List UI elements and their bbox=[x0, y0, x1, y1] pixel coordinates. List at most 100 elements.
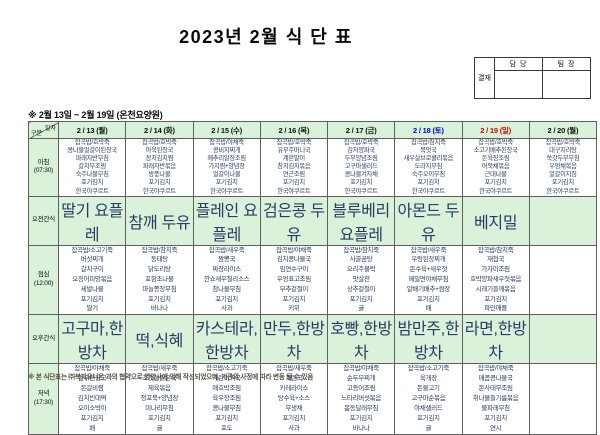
row-lunch: 점심 (12:00) 잡곡밥/소고기죽 버섯찌개 갈치구이 오징어피망볶음 세발나물 포기김치… bbox=[28, 244, 598, 316]
menu-cell-breakfast: 잡곡밥/호박죽 대구지리탕 쑥갓두부무침 우엉채볶음 얼갈이지짐 포기김치 한국야쿠르트 bbox=[528, 138, 598, 197]
menu-item: 배 bbox=[89, 424, 95, 432]
menu-item: 우엉채볶음 bbox=[549, 163, 577, 171]
menu-item: 포기김치 bbox=[417, 295, 440, 303]
menu-item: 포기김치 bbox=[484, 295, 507, 303]
column-header-date-1: 2 / 13 (월) bbox=[57, 121, 127, 139]
menu-cell-breakfast: 잡곡밥/호박죽 소고기배추된장국 돈육장조림 어묵채볶음 근대나물 포기김치 한국야쿠르트 bbox=[461, 138, 530, 197]
row-label-morning-snack: 오전간식 bbox=[28, 195, 59, 246]
meal-plan-page: { "title": "2023년 2월 식 단 표", "subtitle":… bbox=[28, 27, 598, 435]
menu-item: 돈갈비찜 bbox=[80, 385, 104, 393]
row-label-text: 오후간식 bbox=[31, 334, 56, 342]
row-label-breakfast: 아침 (07:30) bbox=[28, 138, 59, 197]
menu-item: 잡곡밥/새우죽 bbox=[410, 246, 447, 254]
menu-item: 한국야쿠르트 bbox=[546, 187, 580, 195]
menu-item: 돈육장조림 bbox=[481, 155, 510, 163]
menu-item: 키위 bbox=[288, 305, 300, 313]
menu-item: 유부주머니국 bbox=[277, 147, 311, 155]
menu-item: 고구마샐러드 bbox=[344, 163, 378, 171]
row-morning-snack: 오전간식 딸기 요플레 참깨 두유 플레인 요플레 검은콩 두유 블루베리 요플레 아몬드 … bbox=[28, 195, 598, 246]
menu-item: 메밀면야채무침 bbox=[408, 276, 449, 284]
menu-table-body: 일자 구분 2 / 13 (월) 2 / 14 (화) 2 / 15 (수) 2 / 16… bbox=[28, 121, 598, 435]
menu-item: 방풍나물 bbox=[148, 171, 171, 179]
menu-cell-breakfast: 잡곡밥/야채죽 콩비지찌개 메추리알장조림 가지찜+양념장 얼갈이나물 포기김치 한국야쿠르… bbox=[192, 138, 261, 197]
menu-item: 깐쇼새우칠리소스 bbox=[203, 276, 250, 284]
menu-item: 포기김치 bbox=[350, 179, 373, 187]
menu-item: 미나리무침 bbox=[145, 404, 174, 412]
menu-item: 얼갈이나물 bbox=[212, 171, 241, 179]
menu-item: 한국야쿠르트 bbox=[344, 187, 378, 195]
menu-item: 잡곡밥/호박죽 bbox=[343, 139, 379, 146]
menu-cell-breakfast: 잡곡밥/참치죽 북엇국 새우살브로콜리볶음 도라지무침 숙주오이무침 포기김치 한국야쿠르트 bbox=[394, 138, 463, 197]
menu-item: 포기김치 bbox=[282, 179, 305, 187]
menu-item: 잡곡밥/참치죽 bbox=[343, 246, 379, 254]
menu-cell-dinner bbox=[528, 363, 598, 435]
menu-item: 잡곡밥/야채죽 bbox=[276, 246, 312, 254]
menu-item: 애호박조림 bbox=[212, 385, 241, 393]
menu-item: 동태탕 bbox=[150, 256, 168, 264]
approval-col-timjang: 팀 장 bbox=[542, 57, 591, 71]
row-label-time: (12:00) bbox=[33, 279, 54, 287]
menu-item: 포기김치 bbox=[349, 295, 373, 303]
menu-cell-lunch bbox=[528, 244, 598, 316]
menu-cell-morning-snack: 아몬드 두유 bbox=[394, 195, 463, 246]
column-header-date-3: 2 / 15 (수) bbox=[192, 121, 261, 139]
menu-item: 메추리알장조림 bbox=[207, 155, 246, 163]
menu-item: 갈치무조림 bbox=[78, 163, 106, 171]
menu-item: 포기김치 bbox=[80, 414, 104, 422]
menu-cell-lunch: 잡곡밥/참치죽 재첩국 가자미조림 호박양파새우젓볶음 시래기들깨볶음 포기김치 파인애플 bbox=[461, 244, 530, 316]
menu-item: 바나나 bbox=[150, 305, 168, 313]
menu-item: 탕수육+소스 bbox=[277, 394, 310, 402]
menu-item: 한국야쿠르트 bbox=[479, 187, 513, 195]
menu-item: 콩나물얼갈이된장국 bbox=[67, 147, 117, 155]
menu-item: 감자양파국 bbox=[347, 147, 375, 155]
row-label-text: 저녁 bbox=[37, 390, 50, 398]
row-breakfast: 아침 (07:30) 잡곡밥/호박죽 콩나물얼갈이된장국 파래자반무침 갈치무조림 숙주나물… bbox=[28, 138, 598, 197]
menu-item: 잡곡밥/호박죽 bbox=[74, 139, 110, 146]
menu-item: 대구지리탕 bbox=[549, 147, 577, 155]
menu-item: 어묵채볶음 bbox=[481, 163, 510, 171]
menu-cell-lunch: 잡곡밥/야채죽 김치콩나물국 임연수구이 우엉표고조림 부추겉절이 포기김치 키위 bbox=[259, 244, 329, 316]
menu-item: 사골곰탕 bbox=[349, 256, 373, 264]
menu-item: 세발나물 bbox=[80, 285, 104, 293]
menu-item: 돈사태무조림 bbox=[478, 385, 513, 393]
menu-item: 마늘쫑장무침 bbox=[142, 285, 177, 293]
date-range-note: ※ 2월 13일 ~ 2월 19일 (온천요양원) bbox=[28, 110, 163, 120]
menu-cell-breakfast: 잡곡밥/호박죽 감자양파국 두부양념조림 고구마샐러드 콩나물겨자채 포기김치 한국야쿠르트 bbox=[326, 138, 396, 197]
menu-cell-lunch: 잡곡밥/새우죽 우렁된장찌개 돈수육+새우젓 메밀면야채무침 알배기배추+쌈장 포기김치 배 bbox=[394, 244, 463, 316]
menu-item: 시래기들깨볶음 bbox=[475, 285, 516, 293]
menu-item: 한국야쿠르트 bbox=[210, 187, 244, 195]
row-label-time: (17:30) bbox=[33, 398, 54, 406]
column-header-date-4: 2 / 16 (목) bbox=[259, 121, 329, 139]
menu-item: 참나물무침 bbox=[212, 285, 241, 293]
menu-cell-dinner: 잡곡밥/소고기죽 육개장 돈불고기 고구마순볶음 야채샐러드 포기김치 귤 bbox=[394, 363, 463, 435]
menu-cell-lunch: 잡곡밥/참치죽 동태탕 닭도리탕 포항초나물 마늘쫑장무침 포기김치 바나나 bbox=[125, 244, 194, 316]
menu-item: 잡곡밥/야채죽 bbox=[209, 139, 244, 146]
menu-cell-dinner: 잡곡밥/야채죽 매콤콩나물국 돈사태무조림 취나물들기름볶음 물파래무침 포기김치 연시 bbox=[461, 363, 530, 435]
menu-item: 짜장라이스 bbox=[212, 266, 241, 274]
menu-item: 열무된장국 bbox=[77, 375, 107, 383]
menu-item: 김치빈대떡 bbox=[77, 394, 107, 402]
menu-item: 육우장조림 bbox=[212, 394, 241, 402]
menu-item: 돈불고기 bbox=[417, 385, 440, 393]
footnote: ※ 본 식단표는 ㈜복지유니온 과의 협약으로 영양사에 의해 작성되었으며, … bbox=[28, 374, 314, 381]
approval-sign-cell-damdang bbox=[494, 70, 543, 99]
menu-item: 한국야쿠르트 bbox=[142, 187, 176, 195]
menu-item: 포기김치 bbox=[282, 295, 306, 303]
menu-cell-morning-snack: 딸기 요플레 bbox=[57, 195, 127, 246]
menu-item: 잡곡밥/야채죽 bbox=[343, 365, 379, 373]
menu-item: 포기김치 bbox=[148, 295, 171, 303]
menu-item: 우엉표고조림 bbox=[276, 276, 311, 284]
menu-item: 청포묵+양념장 bbox=[140, 394, 179, 402]
menu-item: 가지찜+양념장 bbox=[208, 163, 245, 171]
menu-item: 꽁치김치찜 bbox=[145, 155, 174, 163]
menu-item: 잡곡밥/호박죽 bbox=[276, 139, 312, 146]
menu-item: 귤 bbox=[358, 305, 364, 313]
column-header-date-6: 2 / 18 (토) bbox=[394, 121, 463, 139]
menu-item: 잡곡밥/호박죽 bbox=[142, 139, 177, 146]
menu-item: 콩나물겨자채 bbox=[344, 171, 378, 179]
menu-table: 일자 구분 2 / 13 (월) 2 / 14 (화) 2 / 15 (수) 2 / 16… bbox=[28, 121, 598, 435]
menu-item: 근대나물 bbox=[484, 171, 507, 179]
menu-item: 취나물들기름볶음 bbox=[472, 394, 519, 402]
menu-item: 잡곡밥/새우죽 bbox=[208, 246, 245, 254]
menu-item: 연시 bbox=[489, 424, 502, 432]
